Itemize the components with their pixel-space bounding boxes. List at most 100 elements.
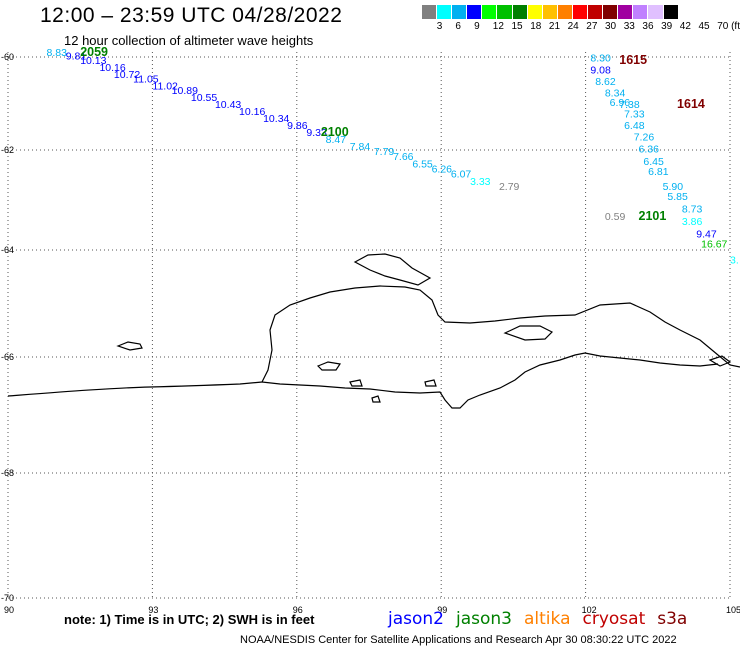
wave-height-value: 9.33 xyxy=(306,127,327,139)
wave-height-value: 9.08 xyxy=(590,64,611,76)
mission-label: jason3 xyxy=(456,609,512,629)
legend-label: 12 xyxy=(492,21,504,32)
wave-height-value: 8.34 xyxy=(605,88,626,100)
wave-height-value: 10.72 xyxy=(114,69,140,81)
wave-height-value: 3. xyxy=(730,254,739,266)
wave-height-value: 6.96 xyxy=(610,97,631,109)
wave-height-value: 10.16 xyxy=(99,62,125,74)
wave-height-value: 6.45 xyxy=(643,156,664,168)
legend-label: 15 xyxy=(511,21,523,32)
wave-height-value: 8.47 xyxy=(326,134,347,146)
legend-swatch xyxy=(542,5,558,19)
island-4 xyxy=(316,361,342,371)
lon-tick-label: 96 xyxy=(293,605,303,615)
lat-tick-label: -64 xyxy=(1,245,14,255)
wave-height-value: 6.26 xyxy=(432,164,453,176)
wave-height-value: 10.43 xyxy=(215,99,241,111)
wave-height-value: 3.33 xyxy=(470,176,491,188)
wave-height-value: 10.13 xyxy=(80,55,106,67)
lat-tick-label: -62 xyxy=(1,145,14,155)
wave-height-value: 0.59 xyxy=(605,211,626,223)
lat-tick-label: -60 xyxy=(1,52,14,62)
wave-height-value: 10.34 xyxy=(263,113,289,125)
wave-height-observations: 8.839.8110.1310.1610.7211.0511.0210.8910… xyxy=(47,47,739,267)
wave-height-value: 6.81 xyxy=(648,166,669,178)
wave-height-value: 10.55 xyxy=(191,92,217,104)
coastline-main xyxy=(7,285,740,397)
wave-height-value: 9.47 xyxy=(696,229,717,241)
legend-label: 33 xyxy=(623,21,635,32)
legend-swatch xyxy=(663,5,679,19)
lat-tick-label: -66 xyxy=(1,352,14,362)
wave-height-value: 8.83 xyxy=(47,47,68,59)
legend-label: 21 xyxy=(548,21,561,32)
wave-height-value: 7.33 xyxy=(624,108,645,120)
wave-height-value: 11.05 xyxy=(133,74,159,86)
island-6 xyxy=(424,379,437,387)
lon-tick-label: 105 xyxy=(726,605,740,615)
legend-swatch xyxy=(648,5,664,19)
lat-tick-label: -70 xyxy=(1,593,14,603)
legend-label: 3 xyxy=(436,21,443,32)
lon-tick-label: 99 xyxy=(437,605,447,615)
legend-label: 30 xyxy=(605,21,617,32)
island-3 xyxy=(503,325,554,341)
pass-time-label: 2059 xyxy=(80,45,108,59)
map-title: 12:00 – 23:59 UTC 04/28/2022 xyxy=(40,4,343,27)
legend-swatch xyxy=(437,5,453,19)
legend-label: 42 xyxy=(679,21,691,32)
legend-label: 9 xyxy=(474,21,480,32)
pass-time-label: 2100 xyxy=(321,125,349,139)
legend-swatch xyxy=(497,5,513,19)
legend-label: 18 xyxy=(530,21,542,32)
island-5 xyxy=(349,379,363,387)
legend-swatch xyxy=(603,5,619,19)
wave-height-value: 9.81 xyxy=(66,50,87,62)
legend-swatch xyxy=(572,5,589,19)
legend-label: 39 xyxy=(661,21,673,32)
legend-label: 24 xyxy=(567,21,579,32)
mission-label: cryosat xyxy=(582,609,646,629)
wave-height-value: 7.84 xyxy=(350,141,371,153)
lat-tick-label: -68 xyxy=(1,468,14,478)
wave-height-value: 7.79 xyxy=(374,146,395,158)
wave-height-value: 5.90 xyxy=(663,181,684,193)
lon-tick-label: 90 xyxy=(4,605,14,615)
color-legend xyxy=(422,5,679,20)
axis-tick-labels: 90 93 96 99 102 105 -60 -62 -64 -66 -68 -70 xyxy=(1,52,740,615)
pass-time-label: 2101 xyxy=(639,209,667,223)
lon-tick-label: 93 xyxy=(148,605,158,615)
legend-swatch xyxy=(512,5,528,19)
wave-height-value: 6.48 xyxy=(624,120,645,132)
legend-label: 27 xyxy=(586,21,598,32)
legend-swatch xyxy=(482,5,498,19)
legend-label: 45 xyxy=(698,21,710,32)
mission-legend: jason2 jason3 altika cryosat s3a xyxy=(388,609,699,629)
map-subtitle: 12 hour collection of altimeter wave hei… xyxy=(64,33,314,48)
wave-height-value: 7.38 xyxy=(619,99,640,111)
legend-swatch xyxy=(527,5,543,19)
pass-time-label: 1615 xyxy=(619,53,647,67)
mission-label: altika xyxy=(524,609,571,629)
pass-time-labels: 2059 2100 2101 1615 1614 xyxy=(80,45,705,223)
legend-swatch xyxy=(452,5,468,19)
wave-height-value: 8.62 xyxy=(595,76,616,88)
island-7 xyxy=(371,395,381,403)
wave-height-value: 10.16 xyxy=(239,106,265,118)
antarctic-coastline xyxy=(7,253,740,409)
wave-height-value: 6.55 xyxy=(412,159,433,171)
legend-swatch xyxy=(422,5,438,19)
legend-label: 6 xyxy=(455,21,461,32)
wave-height-value: 6.36 xyxy=(639,144,660,156)
wave-height-value: 8.30 xyxy=(590,53,611,65)
lat-lon-grid xyxy=(7,52,731,599)
wave-height-value: 3.86 xyxy=(682,216,703,228)
pass-time-label: 1614 xyxy=(677,97,705,111)
island-2 xyxy=(116,341,143,351)
legend-swatch xyxy=(467,5,483,19)
legend-swatch xyxy=(618,5,634,19)
wave-height-value: 10.89 xyxy=(172,85,198,97)
legend-swatch xyxy=(557,5,573,19)
